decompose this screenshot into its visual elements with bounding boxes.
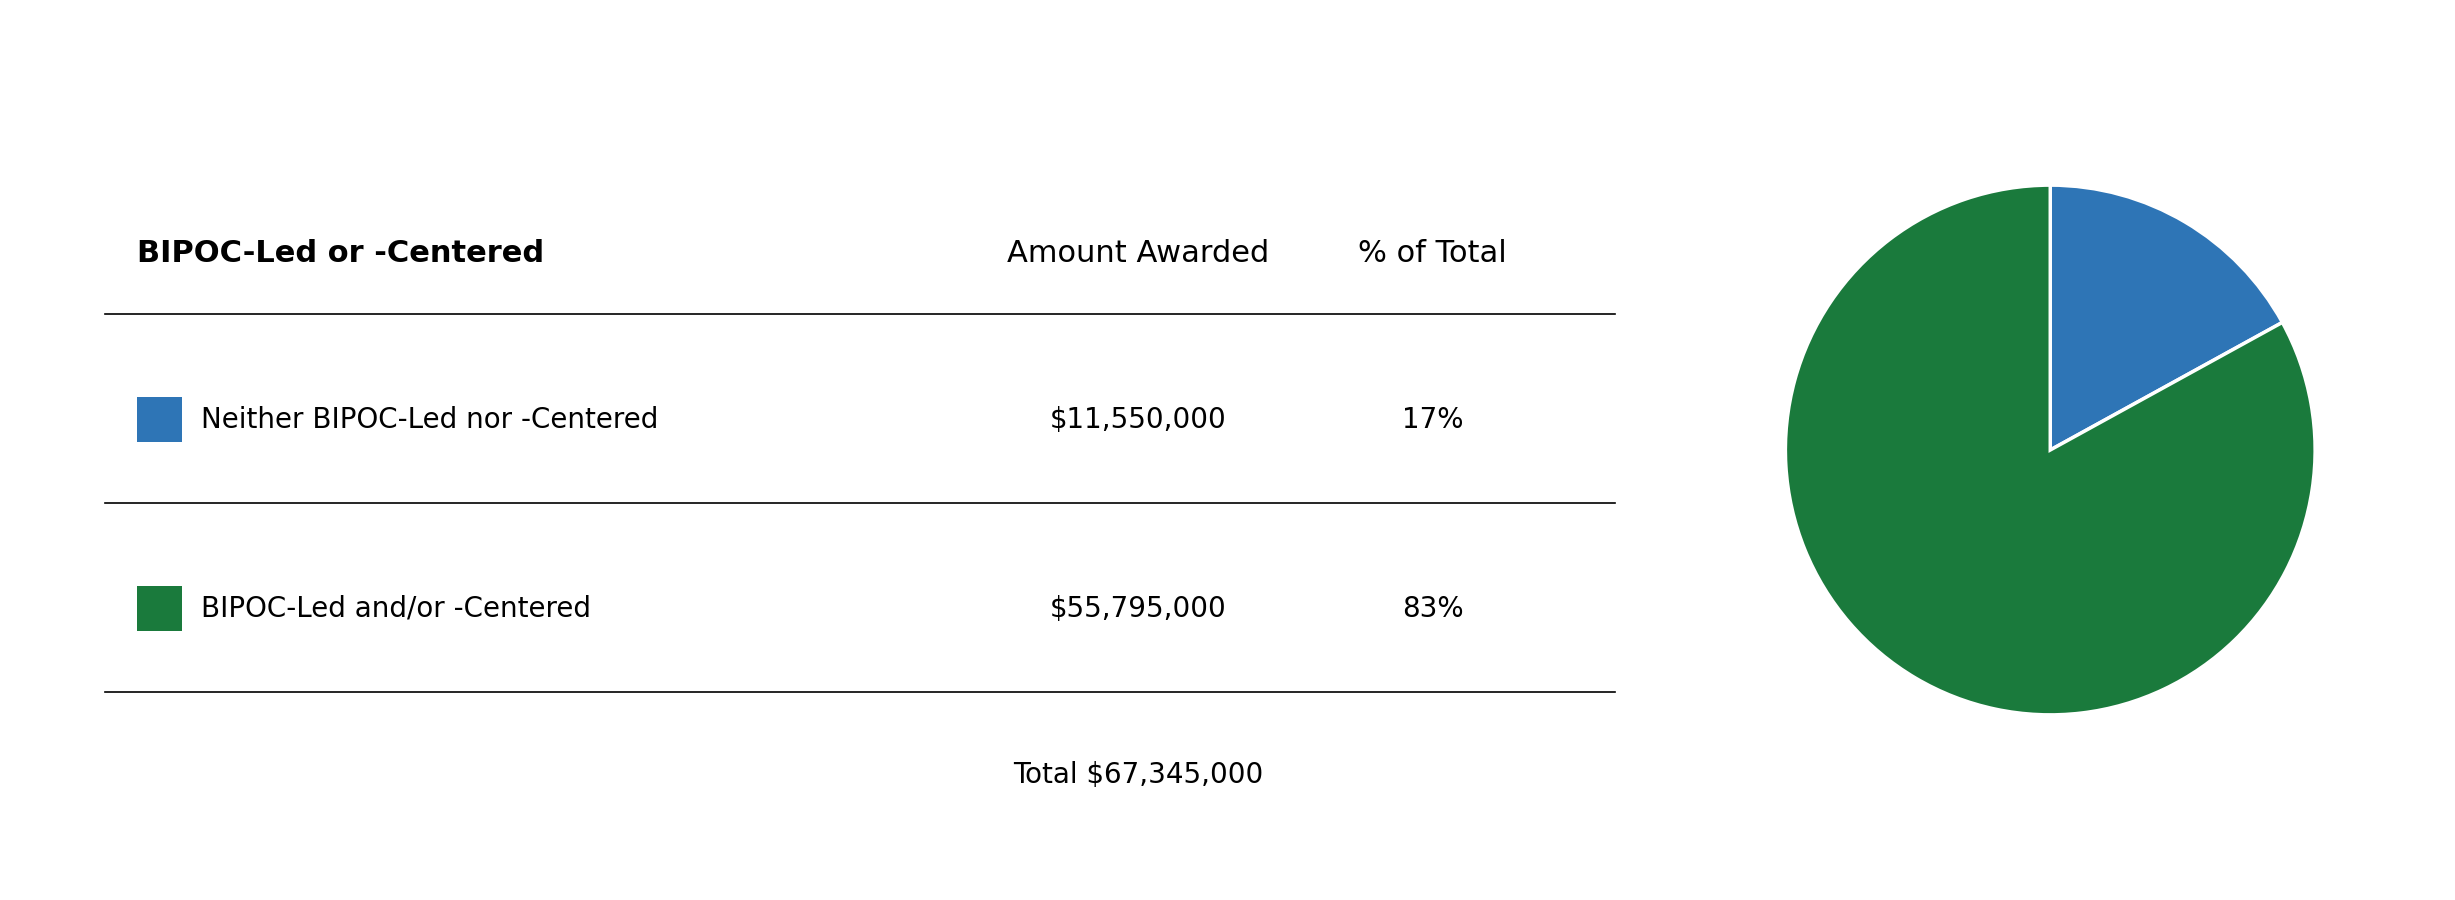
FancyBboxPatch shape — [137, 397, 182, 443]
Wedge shape — [2050, 185, 2283, 450]
Wedge shape — [1785, 185, 2315, 715]
Text: BIPOC-Led and/or -Centered: BIPOC-Led and/or -Centered — [201, 595, 592, 623]
FancyBboxPatch shape — [137, 586, 182, 632]
Text: 83%: 83% — [1402, 595, 1463, 623]
Text: $11,550,000: $11,550,000 — [1051, 406, 1228, 434]
Text: Neither BIPOC-Led nor -Centered: Neither BIPOC-Led nor -Centered — [201, 406, 658, 434]
Text: % of Total: % of Total — [1358, 238, 1507, 268]
Text: BIPOC-Led or -Centered: BIPOC-Led or -Centered — [137, 238, 545, 268]
Text: 17%: 17% — [1402, 406, 1463, 434]
Text: Amount Awarded: Amount Awarded — [1007, 238, 1269, 268]
Text: Total $67,345,000: Total $67,345,000 — [1014, 761, 1264, 789]
Text: $55,795,000: $55,795,000 — [1051, 595, 1228, 623]
